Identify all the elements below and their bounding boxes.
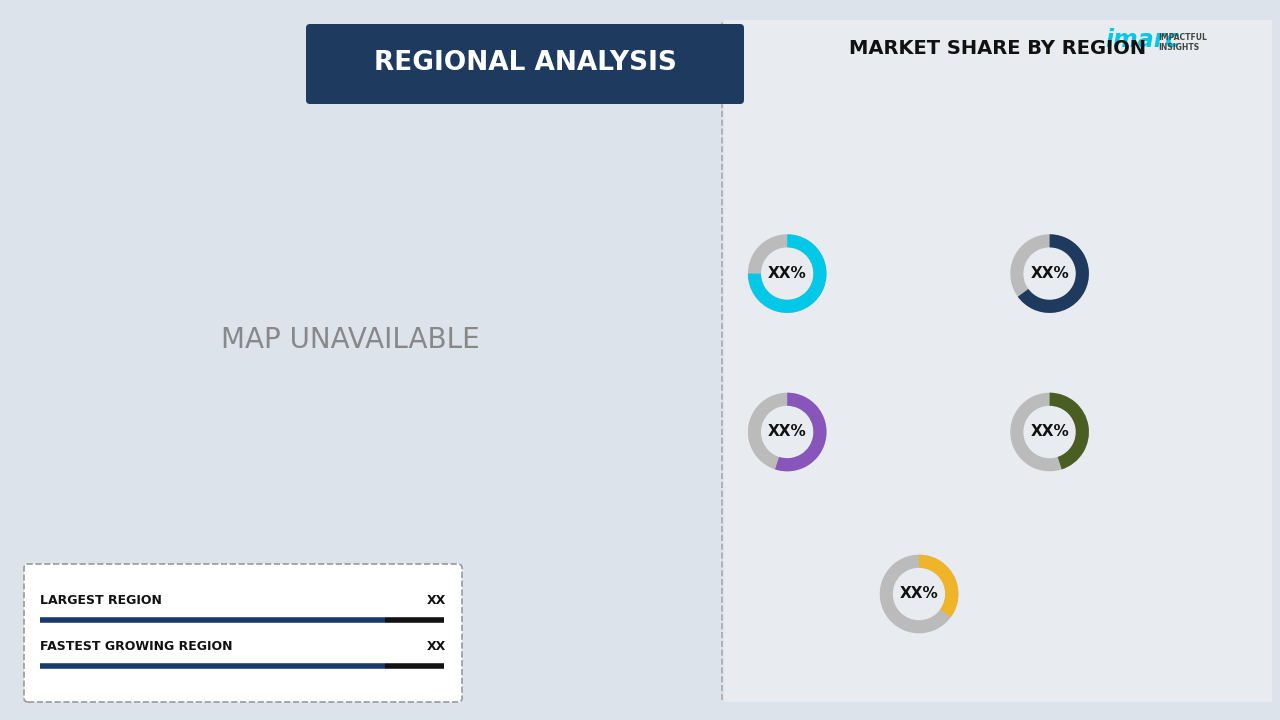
Wedge shape bbox=[1050, 392, 1089, 469]
Text: XX%: XX% bbox=[768, 425, 806, 439]
FancyBboxPatch shape bbox=[24, 564, 462, 702]
Text: MARKET SHARE BY REGION: MARKET SHARE BY REGION bbox=[850, 38, 1147, 58]
Wedge shape bbox=[748, 234, 827, 313]
Text: imarc: imarc bbox=[1105, 28, 1179, 52]
Text: XX%: XX% bbox=[900, 587, 938, 601]
Text: LARGEST REGION: LARGEST REGION bbox=[40, 593, 161, 606]
Wedge shape bbox=[1018, 234, 1089, 313]
Text: IMPACTFUL: IMPACTFUL bbox=[1158, 32, 1207, 42]
Text: REGIONAL ANALYSIS: REGIONAL ANALYSIS bbox=[374, 50, 676, 76]
Text: FASTEST GROWING REGION: FASTEST GROWING REGION bbox=[40, 639, 233, 652]
Text: XX: XX bbox=[426, 639, 445, 652]
Wedge shape bbox=[1010, 234, 1089, 313]
Text: INSIGHTS: INSIGHTS bbox=[1158, 42, 1199, 52]
Text: XX%: XX% bbox=[1030, 266, 1069, 281]
Text: XX%: XX% bbox=[768, 266, 806, 281]
FancyBboxPatch shape bbox=[724, 20, 1272, 702]
FancyBboxPatch shape bbox=[306, 24, 744, 104]
Text: XX%: XX% bbox=[1030, 425, 1069, 439]
Wedge shape bbox=[776, 392, 827, 472]
Wedge shape bbox=[879, 554, 959, 634]
Text: MAP UNAVAILABLE: MAP UNAVAILABLE bbox=[220, 326, 480, 354]
Wedge shape bbox=[1010, 392, 1089, 472]
Text: XX: XX bbox=[426, 593, 445, 606]
Wedge shape bbox=[748, 234, 827, 313]
Wedge shape bbox=[748, 392, 827, 472]
Wedge shape bbox=[919, 554, 959, 617]
